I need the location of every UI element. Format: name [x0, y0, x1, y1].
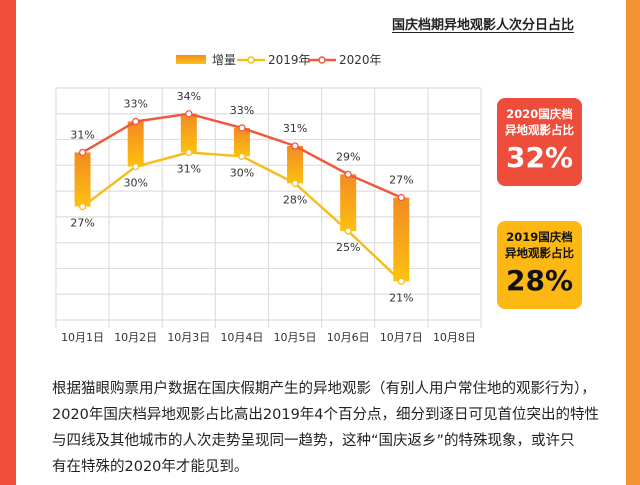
legend-label-2020: 2020年	[339, 53, 382, 67]
increment-bar	[287, 146, 304, 184]
data-point-2020	[238, 124, 246, 132]
x-tick-label: 10月1日	[61, 331, 104, 344]
card-2020-value: 32%	[505, 141, 574, 174]
paragraph-line: 根据猫眼购票用户数据在国庆假期产生的异地观影（有别人用户常住地的观影行为），	[52, 381, 596, 397]
data-point-2019	[238, 152, 246, 160]
chart-title: 国庆档期异地观影人次分日占比	[392, 18, 575, 33]
x-tick-label: 10月3日	[167, 331, 210, 344]
data-label-2019: 25%	[336, 241, 360, 254]
paragraph-line: 有在特殊的2020年才能见到。	[52, 459, 249, 475]
increment-bar	[74, 152, 91, 207]
description-paragraph: 根据猫眼购票用户数据在国庆假期产生的异地观影（有别人用户常住地的观影行为）， 2…	[52, 376, 622, 480]
x-tick-label: 10月2日	[114, 331, 157, 344]
x-tick-label: 10月4日	[220, 331, 263, 344]
x-tick-label: 10月6日	[327, 331, 370, 344]
data-label-2019: 30%	[230, 166, 254, 179]
line-chart: 增量 2019年 2020年 27% 30% 31% 30% 28% 25% 21% 31% 3…	[55, 53, 482, 344]
increment-bar	[233, 127, 250, 157]
data-label-2020: 33%	[230, 104, 254, 117]
data-label-2020: 27%	[389, 174, 413, 187]
data-label-2019: 28%	[283, 193, 307, 206]
data-point-2019	[291, 179, 299, 188]
card-2019-caption: 2019国庆档 异地观影占比	[505, 230, 574, 260]
legend-swatch-increment	[176, 55, 206, 64]
legend-marker-2020	[318, 56, 326, 64]
x-tick-label: 10月8日	[433, 331, 476, 344]
data-point-2019	[344, 227, 352, 235]
left-accent-band	[0, 0, 16, 485]
legend-label-2019: 2019年	[268, 53, 311, 67]
data-point-2020	[291, 142, 299, 150]
card-2019-value: 28%	[505, 264, 574, 297]
data-label-2019: 27%	[70, 217, 94, 230]
data-label-2020: 31%	[70, 128, 94, 141]
right-accent-band	[626, 0, 640, 485]
legend-label-increment: 增量	[212, 53, 236, 67]
card-2020-caption: 2020国庆档 异地观影占比	[505, 107, 574, 137]
data-point-2020	[397, 193, 405, 202]
data-point-2019	[185, 148, 193, 157]
data-point-2020	[132, 117, 140, 126]
data-label-2020: 29%	[336, 150, 360, 163]
data-point-2019	[132, 162, 140, 171]
data-label-2019: 30%	[123, 177, 147, 190]
card-2020-share: 2020国庆档 异地观影占比 32%	[497, 98, 582, 186]
data-point-2020	[78, 148, 87, 157]
data-point-2020	[344, 170, 352, 179]
increment-bar	[393, 197, 410, 282]
paragraph-line: 2020年国庆档异地观影占比高出2019年4个百分点，细分到逐日可见首位突出的特…	[52, 407, 600, 423]
data-label-2019: 31%	[177, 162, 201, 175]
x-tick-label: 10月7日	[380, 331, 423, 344]
data-point-2019	[397, 277, 405, 285]
increment-bar	[340, 174, 357, 232]
data-point-2019	[78, 202, 87, 211]
x-tick-label: 10月5日	[274, 331, 317, 344]
legend-marker-2019	[247, 56, 255, 64]
data-label-2020: 31%	[283, 122, 307, 135]
data-point-2020	[185, 110, 193, 118]
data-label-2020: 34%	[177, 90, 201, 103]
card-2019-share: 2019国庆档 异地观影占比 28%	[497, 221, 582, 309]
increment-bar	[180, 113, 197, 153]
paragraph-line: 与四线及其他城市的人次走势呈现同一趋势，这种“国庆返乡”的特殊现象，或许只	[52, 433, 575, 449]
increment-bar	[127, 121, 144, 167]
legend: 增量 2019年 2020年	[176, 53, 382, 67]
data-label-2020: 33%	[123, 98, 147, 111]
data-label-2019: 21%	[389, 291, 413, 304]
